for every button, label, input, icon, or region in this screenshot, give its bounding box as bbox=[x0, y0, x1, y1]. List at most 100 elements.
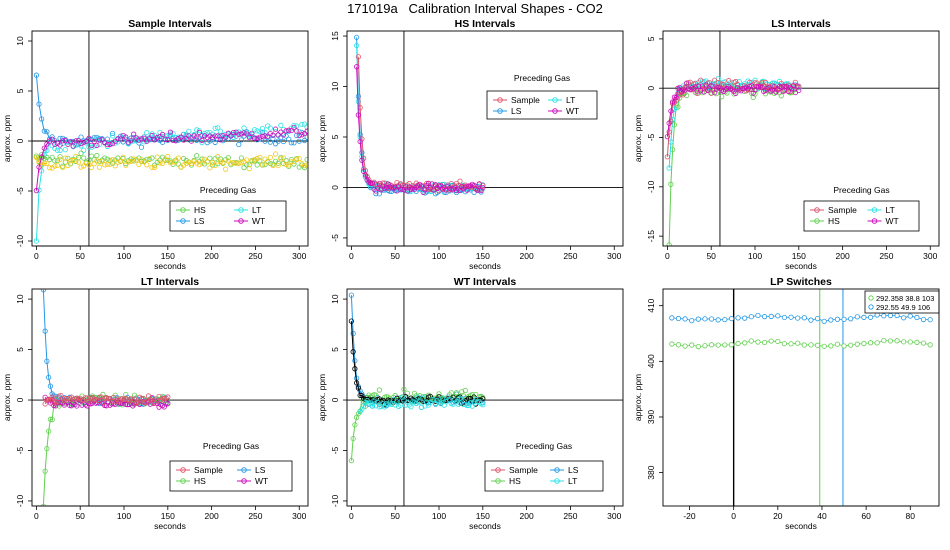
x-tick-label: 150 bbox=[476, 251, 490, 261]
data-point bbox=[694, 90, 700, 96]
data-point bbox=[259, 129, 266, 135]
x-tick-label: 60 bbox=[861, 511, 871, 521]
x-tick-label: 0 bbox=[665, 251, 670, 261]
legend-label: WT bbox=[252, 216, 265, 226]
data-point bbox=[191, 133, 197, 139]
data-point bbox=[432, 400, 439, 406]
data-point bbox=[719, 94, 725, 100]
data-point bbox=[768, 313, 774, 319]
y-tick-label: -5 bbox=[330, 446, 340, 454]
data-point bbox=[104, 142, 110, 148]
data-point bbox=[60, 138, 66, 144]
data-point bbox=[115, 159, 121, 165]
series-ls bbox=[33, 72, 308, 150]
data-point bbox=[170, 130, 176, 137]
data-point bbox=[165, 394, 171, 400]
data-point bbox=[748, 314, 754, 320]
data-point bbox=[270, 135, 276, 142]
legend: Preceding Gas Sample LS HS LT bbox=[484, 441, 604, 492]
data-point bbox=[752, 77, 758, 83]
series-line bbox=[42, 398, 62, 506]
data-point bbox=[41, 145, 47, 151]
data-point bbox=[67, 139, 74, 145]
y-tick-label: 5 bbox=[646, 36, 656, 41]
legend-swatch-point bbox=[180, 218, 186, 224]
data-point bbox=[54, 158, 61, 164]
data-point bbox=[246, 162, 252, 168]
data-point bbox=[138, 158, 145, 164]
data-point bbox=[397, 402, 404, 408]
data-point bbox=[146, 156, 153, 162]
legend-label: Sample bbox=[194, 465, 223, 475]
data-point bbox=[241, 165, 247, 171]
data-point bbox=[759, 84, 765, 90]
y-axis: 380 390 400 410 bbox=[646, 298, 663, 480]
data-point bbox=[742, 340, 748, 346]
data-point bbox=[159, 131, 166, 138]
panel-frame bbox=[31, 288, 309, 507]
data-point bbox=[52, 137, 58, 144]
data-point bbox=[49, 143, 55, 149]
data-point bbox=[814, 316, 821, 322]
data-point bbox=[230, 129, 237, 136]
figure-title: 171019a Calibration Interval Shapes - CO… bbox=[347, 1, 603, 16]
data-point bbox=[162, 156, 168, 162]
data-point bbox=[209, 134, 216, 140]
data-point bbox=[821, 318, 827, 324]
legend-swatch-point bbox=[180, 207, 186, 213]
data-point bbox=[78, 134, 84, 140]
data-point bbox=[294, 128, 300, 134]
y-axis-label: approx. ppm bbox=[2, 115, 12, 162]
plot-area bbox=[669, 289, 933, 506]
data-point bbox=[165, 400, 171, 407]
data-point bbox=[841, 343, 847, 349]
data-point bbox=[262, 133, 268, 139]
data-point bbox=[254, 128, 260, 134]
data-point bbox=[291, 140, 297, 146]
series-line bbox=[35, 140, 50, 191]
data-point bbox=[188, 162, 195, 168]
data-point bbox=[141, 159, 147, 165]
data-point bbox=[755, 312, 761, 319]
data-point bbox=[152, 164, 158, 170]
data-point bbox=[204, 130, 210, 136]
y-tick-label: -10 bbox=[15, 235, 25, 248]
x-tick-label: 150 bbox=[792, 251, 806, 261]
data-point bbox=[267, 125, 273, 131]
data-point bbox=[199, 160, 205, 166]
data-point bbox=[96, 164, 103, 170]
data-point bbox=[223, 134, 229, 140]
data-point bbox=[778, 93, 784, 99]
data-point bbox=[52, 163, 58, 169]
data-point bbox=[115, 136, 121, 142]
data-point bbox=[828, 343, 834, 349]
data-point bbox=[373, 188, 379, 194]
data-point bbox=[692, 84, 699, 90]
data-point bbox=[186, 128, 192, 134]
data-point bbox=[175, 136, 181, 142]
data-point bbox=[762, 79, 769, 85]
data-point bbox=[687, 87, 693, 93]
data-point bbox=[920, 316, 927, 323]
data-point bbox=[874, 312, 880, 318]
data-point bbox=[761, 314, 768, 320]
legend-title: Preceding Gas bbox=[203, 441, 259, 451]
data-point bbox=[94, 134, 100, 141]
data-point bbox=[389, 401, 395, 407]
data-point bbox=[301, 162, 308, 169]
data-point bbox=[406, 402, 412, 408]
data-point bbox=[354, 380, 360, 386]
data-point bbox=[75, 155, 82, 161]
data-point bbox=[286, 136, 292, 142]
data-point bbox=[436, 183, 442, 189]
data-point bbox=[304, 124, 308, 130]
legend-swatch-point bbox=[868, 295, 874, 301]
data-point bbox=[466, 395, 472, 401]
data-point bbox=[154, 154, 160, 160]
data-point bbox=[373, 392, 379, 398]
data-point bbox=[60, 140, 66, 147]
data-point bbox=[355, 385, 361, 391]
data-point bbox=[141, 139, 147, 145]
data-point bbox=[110, 157, 116, 163]
